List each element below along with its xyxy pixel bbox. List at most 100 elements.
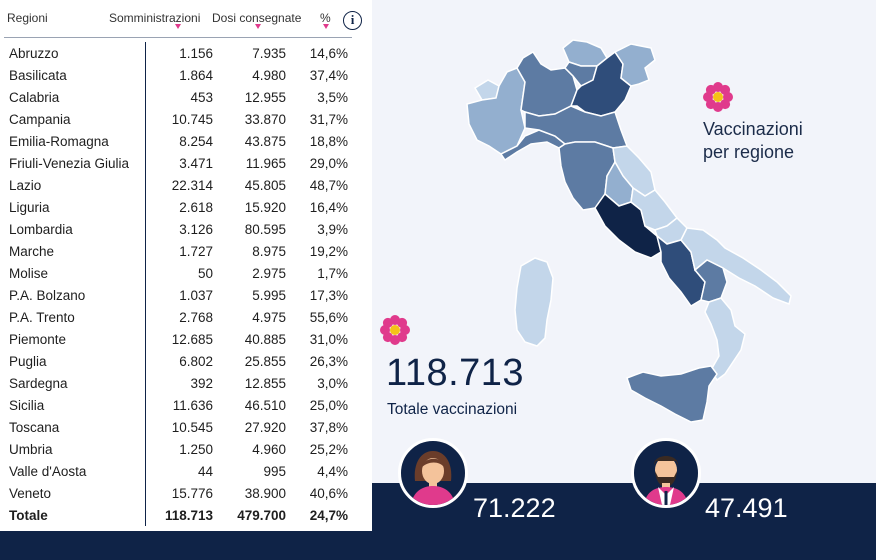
cell-administered: 15.776 — [171, 486, 213, 501]
header-percent[interactable]: % — [320, 11, 331, 25]
cell-percent: 25,0% — [309, 398, 348, 413]
table-row[interactable]: Umbria 1.250 4.960 25,2% — [0, 438, 360, 460]
cell-delivered: 43.875 — [244, 134, 286, 149]
table-row[interactable]: Basilicata 1.864 4.980 37,4% — [0, 64, 360, 86]
cell-delivered: 4.975 — [252, 310, 286, 325]
table-row[interactable]: Piemonte 12.685 40.885 31,0% — [0, 328, 360, 350]
cell-region: Abruzzo — [9, 46, 59, 61]
cell-delivered: 8.975 — [252, 244, 286, 259]
sort-delivered-icon[interactable] — [255, 24, 261, 29]
cell-administered: 1.037 — [179, 288, 213, 303]
info-icon[interactable]: i — [343, 11, 362, 30]
cell-region: Puglia — [9, 354, 47, 369]
table-row[interactable]: Toscana 10.545 27.920 37,8% — [0, 416, 360, 438]
total-vaccinations-label: Totale vaccinazioni — [387, 401, 518, 418]
map-title-line2: per regione — [703, 142, 795, 162]
cell-administered: 6.802 — [179, 354, 213, 369]
region-lombardia[interactable] — [516, 50, 578, 117]
table-row[interactable]: Liguria 2.618 15.920 16,4% — [0, 196, 360, 218]
header-regions[interactable]: Regioni — [7, 11, 48, 25]
cell-delivered: 38.900 — [244, 486, 286, 501]
cell-percent: 4,4% — [317, 464, 348, 479]
cell-administered: 1.156 — [179, 46, 213, 61]
header-administered[interactable]: Somministrazioni — [109, 11, 201, 25]
cell-region: Marche — [9, 244, 55, 259]
cell-delivered: 15.920 — [244, 200, 286, 215]
table-body: Abruzzo 1.156 7.935 14,6% Basilicata 1.864 4.9… — [0, 42, 360, 526]
sort-percent-icon[interactable] — [323, 24, 329, 29]
cell-delivered: 5.995 — [252, 288, 286, 303]
cell-region: Molise — [9, 266, 49, 281]
region-friuli-venezia-giulia[interactable] — [613, 43, 656, 87]
table-row[interactable]: Sardegna 392 12.855 3,0% — [0, 372, 360, 394]
cell-percent: 3,0% — [317, 376, 348, 391]
header-delivered[interactable]: Dosi consegnate — [212, 11, 302, 25]
region-emilia-romagna[interactable] — [524, 105, 629, 149]
cell-percent: 19,2% — [309, 244, 348, 259]
region-valle-daosta[interactable] — [473, 79, 500, 101]
cell-region: Liguria — [9, 200, 50, 215]
cell-delivered: 479.700 — [237, 508, 286, 523]
cell-delivered: 27.920 — [244, 420, 286, 435]
table-row[interactable]: Sicilia 11.636 46.510 25,0% — [0, 394, 360, 416]
table-row[interactable]: P.A. Bolzano 1.037 5.995 17,3% — [0, 284, 360, 306]
cell-delivered: 7.935 — [252, 46, 286, 61]
cell-delivered: 995 — [263, 464, 286, 479]
cell-region: Friuli-Venezia Giulia — [9, 156, 130, 171]
cell-percent: 25,2% — [309, 442, 348, 457]
table-row[interactable]: Marche 1.727 8.975 19,2% — [0, 240, 360, 262]
cell-region: Piemonte — [9, 332, 67, 347]
table-row[interactable]: Calabria 453 12.955 3,5% — [0, 86, 360, 108]
cell-delivered: 33.870 — [244, 112, 286, 127]
column-separator — [145, 42, 146, 526]
cell-delivered: 4.960 — [252, 442, 286, 457]
regions-table: Regioni Somministrazioni Dosi consegnate… — [0, 0, 372, 531]
table-row[interactable]: Molise 50 2.975 1,7% — [0, 262, 360, 284]
cell-delivered: 46.510 — [244, 398, 286, 413]
cell-delivered: 12.955 — [244, 90, 286, 105]
region-calabria[interactable] — [704, 297, 746, 382]
table-row[interactable]: Lazio 22.314 45.805 48,7% — [0, 174, 360, 196]
cell-percent: 1,7% — [317, 266, 348, 281]
cell-delivered: 80.595 — [244, 222, 286, 237]
table-row[interactable]: Puglia 6.802 25.855 26,3% — [0, 350, 360, 372]
table-row[interactable]: Emilia-Romagna 8.254 43.875 18,8% — [0, 130, 360, 152]
cell-administered: 44 — [197, 464, 213, 479]
cell-percent: 14,6% — [309, 46, 348, 61]
cell-percent: 17,3% — [309, 288, 348, 303]
cell-region: Emilia-Romagna — [9, 134, 109, 149]
cell-administered: 22.314 — [171, 178, 213, 193]
men-count: 47.491 — [705, 493, 788, 523]
cell-region: Umbria — [9, 442, 53, 457]
table-row[interactable]: Veneto 15.776 38.900 40,6% — [0, 482, 360, 504]
region-sardegna[interactable] — [514, 257, 554, 347]
table-row[interactable]: Lombardia 3.126 80.595 3,9% — [0, 218, 360, 240]
cell-percent: 3,9% — [317, 222, 348, 237]
cell-delivered: 40.885 — [244, 332, 286, 347]
cell-administered: 3.471 — [179, 156, 213, 171]
total-row[interactable]: Totale 118.713 479.700 24,7% — [0, 504, 360, 526]
flower-icon — [380, 315, 410, 345]
cell-percent: 26,3% — [309, 354, 348, 369]
cell-percent: 31,7% — [309, 112, 348, 127]
table-row[interactable]: Friuli-Venezia Giulia 3.471 11.965 29,0% — [0, 152, 360, 174]
region-sicilia[interactable] — [626, 365, 718, 423]
cell-percent: 55,6% — [309, 310, 348, 325]
region-piemonte[interactable] — [466, 67, 526, 155]
cell-delivered: 4.980 — [252, 68, 286, 83]
table-row[interactable]: Campania 10.745 33.870 31,7% — [0, 108, 360, 130]
cell-region: P.A. Trento — [9, 310, 75, 325]
sort-administered-icon[interactable] — [175, 24, 181, 29]
cell-administered: 2.618 — [179, 200, 213, 215]
cell-percent: 40,6% — [309, 486, 348, 501]
cell-region: P.A. Bolzano — [9, 288, 86, 303]
cell-administered: 10.745 — [171, 112, 213, 127]
cell-region: Totale — [9, 508, 48, 523]
cell-delivered: 45.805 — [244, 178, 286, 193]
cell-region: Lazio — [9, 178, 42, 193]
table-row[interactable]: Valle d'Aosta 44 995 4,4% — [0, 460, 360, 482]
table-row[interactable]: P.A. Trento 2.768 4.975 55,6% — [0, 306, 360, 328]
table-row[interactable]: Abruzzo 1.156 7.935 14,6% — [0, 42, 360, 64]
cell-percent: 18,8% — [309, 134, 348, 149]
